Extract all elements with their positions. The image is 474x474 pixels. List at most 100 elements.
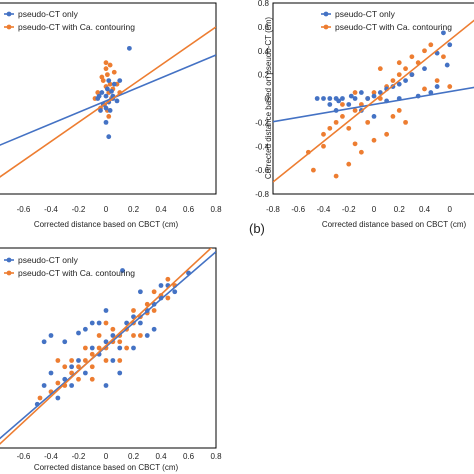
- point-pseudo-ct-ca-contouring: [390, 78, 396, 83]
- point-pseudo-ct-only: [137, 289, 143, 295]
- point-pseudo-ct-only: [69, 364, 75, 370]
- point-pseudo-ct-only: [447, 42, 453, 48]
- point-pseudo-ct-only: [109, 88, 114, 94]
- legend-marker: [6, 11, 12, 17]
- legend-label: pseudo-CT only: [335, 9, 396, 19]
- plot-frame: [272, 2, 474, 195]
- y-tick-label: -0.4: [255, 142, 269, 151]
- point-pseudo-ct-only: [409, 72, 415, 78]
- x-tick-label: -0.6: [291, 205, 305, 214]
- point-pseudo-ct-only: [103, 93, 109, 99]
- point-pseudo-ct-ca-contouring: [352, 90, 358, 95]
- legend-marker: [6, 257, 12, 263]
- x-tick-label: 0.4: [419, 205, 431, 214]
- point-pseudo-ct-only: [111, 81, 117, 87]
- point-pseudo-ct-only: [82, 370, 88, 376]
- point-pseudo-ct-ca-contouring: [165, 295, 171, 301]
- point-pseudo-ct-ca-contouring: [103, 358, 109, 363]
- point-pseudo-ct-ca-contouring: [371, 90, 377, 95]
- point-pseudo-ct-ca-contouring: [131, 308, 136, 313]
- point-pseudo-ct-only: [346, 102, 352, 107]
- point-pseudo-ct-only: [352, 96, 358, 101]
- point-pseudo-ct-ca-contouring: [409, 54, 415, 60]
- point-pseudo-ct-ca-contouring: [422, 48, 427, 54]
- scatter-panel-b: -0.8 -0.6 -0.4 -0.2 0 0.2 0.4 0 0.8 0.6 0.4 0.2 0 -0.…: [249, 0, 474, 236]
- point-pseudo-ct-ca-contouring: [55, 358, 61, 363]
- point-pseudo-ct-ca-contouring: [428, 42, 434, 48]
- point-pseudo-ct-ca-contouring: [396, 60, 402, 66]
- point-pseudo-ct-only: [117, 78, 123, 83]
- legend-label: pseudo-CT with Ca. contouring: [18, 22, 135, 32]
- point-pseudo-ct-ca-contouring: [403, 66, 408, 72]
- point-pseudo-ct-only: [103, 119, 109, 125]
- x-tick-label: 0: [448, 205, 453, 214]
- point-pseudo-ct-ca-contouring: [434, 78, 440, 83]
- point-pseudo-ct-only: [110, 358, 116, 363]
- point-pseudo-ct-only: [96, 320, 102, 326]
- point-pseudo-ct-ca-contouring: [103, 320, 109, 326]
- x-tick-label: -0.4: [44, 452, 58, 461]
- point-pseudo-ct-ca-contouring: [422, 86, 427, 92]
- point-pseudo-ct-ca-contouring: [131, 333, 136, 338]
- x-axis-label: Corrected distance based on CBCT (cm): [322, 220, 467, 229]
- point-pseudo-ct-only: [114, 98, 120, 104]
- point-pseudo-ct-ca-contouring: [352, 108, 358, 113]
- legend-marker: [6, 24, 12, 30]
- y-tick-label: 0.2: [258, 71, 270, 80]
- point-pseudo-ct-ca-contouring: [137, 333, 143, 338]
- point-pseudo-ct-only: [358, 90, 364, 95]
- point-pseudo-ct-ca-contouring: [111, 69, 117, 75]
- point-pseudo-ct-ca-contouring: [37, 395, 43, 401]
- x-tick-label: 0.6: [183, 452, 195, 461]
- point-pseudo-ct-ca-contouring: [110, 326, 116, 332]
- point-pseudo-ct-only: [103, 383, 109, 388]
- point-pseudo-ct-only: [137, 320, 143, 326]
- point-pseudo-ct-only: [103, 339, 109, 345]
- point-pseudo-ct-only: [144, 333, 150, 338]
- plot-frame: [0, 247, 217, 449]
- point-pseudo-ct-only: [441, 30, 446, 36]
- point-pseudo-ct-only: [371, 114, 377, 119]
- x-tick-label: -0.2: [72, 452, 86, 461]
- x-tick-label: 0.2: [394, 205, 406, 214]
- point-pseudo-ct-only: [69, 383, 75, 388]
- x-tick-label: 0.2: [128, 205, 140, 214]
- point-pseudo-ct-only: [117, 345, 123, 351]
- point-pseudo-ct-ca-contouring: [89, 351, 95, 357]
- x-tick-label: 0.8: [210, 452, 222, 461]
- point-pseudo-ct-only: [110, 333, 116, 338]
- point-pseudo-ct-only: [41, 339, 47, 345]
- point-pseudo-ct-only: [172, 289, 178, 295]
- x-tick-label: 0: [104, 452, 109, 461]
- fit-line-pseudo-ct-ca-contouring: [0, 248, 213, 445]
- legend-label: pseudo-CT with Ca. contouring: [18, 268, 135, 278]
- x-tick-label: 0.4: [155, 205, 167, 214]
- x-tick-label: -0.4: [44, 205, 58, 214]
- legend-label: pseudo-CT with Ca. contouring: [335, 22, 452, 32]
- point-pseudo-ct-ca-contouring: [377, 66, 383, 72]
- point-pseudo-ct-only: [95, 96, 101, 101]
- point-pseudo-ct-ca-contouring: [82, 345, 88, 351]
- point-pseudo-ct-only: [62, 339, 68, 345]
- point-pseudo-ct-only: [422, 66, 427, 72]
- point-pseudo-ct-ca-contouring: [151, 289, 157, 295]
- point-pseudo-ct-ca-contouring: [62, 364, 68, 370]
- point-pseudo-ct-ca-contouring: [396, 72, 402, 78]
- legend-marker: [323, 11, 329, 17]
- point-pseudo-ct-only: [117, 370, 123, 376]
- point-pseudo-ct-ca-contouring: [96, 345, 102, 351]
- point-pseudo-ct-ca-contouring: [447, 84, 453, 89]
- scatter-panel-bottom-left: -0.6 -0.4 -0.2 0 0.2 0.4 0.6 0.8 Corrected dista…: [0, 247, 222, 472]
- fit-line-pseudo-ct-only: [0, 251, 216, 440]
- y-tick-label: 0.8: [258, 0, 270, 8]
- point-pseudo-ct-only: [131, 345, 136, 351]
- plot-frame: [0, 2, 217, 195]
- point-pseudo-ct-ca-contouring: [76, 364, 81, 370]
- point-pseudo-ct-only: [120, 268, 125, 273]
- point-pseudo-ct-ca-contouring: [321, 143, 326, 149]
- point-pseudo-ct-ca-contouring: [104, 72, 110, 78]
- point-pseudo-ct-ca-contouring: [340, 102, 345, 107]
- x-tick-label: -0.6: [17, 452, 31, 461]
- point-pseudo-ct-only: [151, 326, 157, 332]
- point-pseudo-ct-only: [327, 102, 333, 107]
